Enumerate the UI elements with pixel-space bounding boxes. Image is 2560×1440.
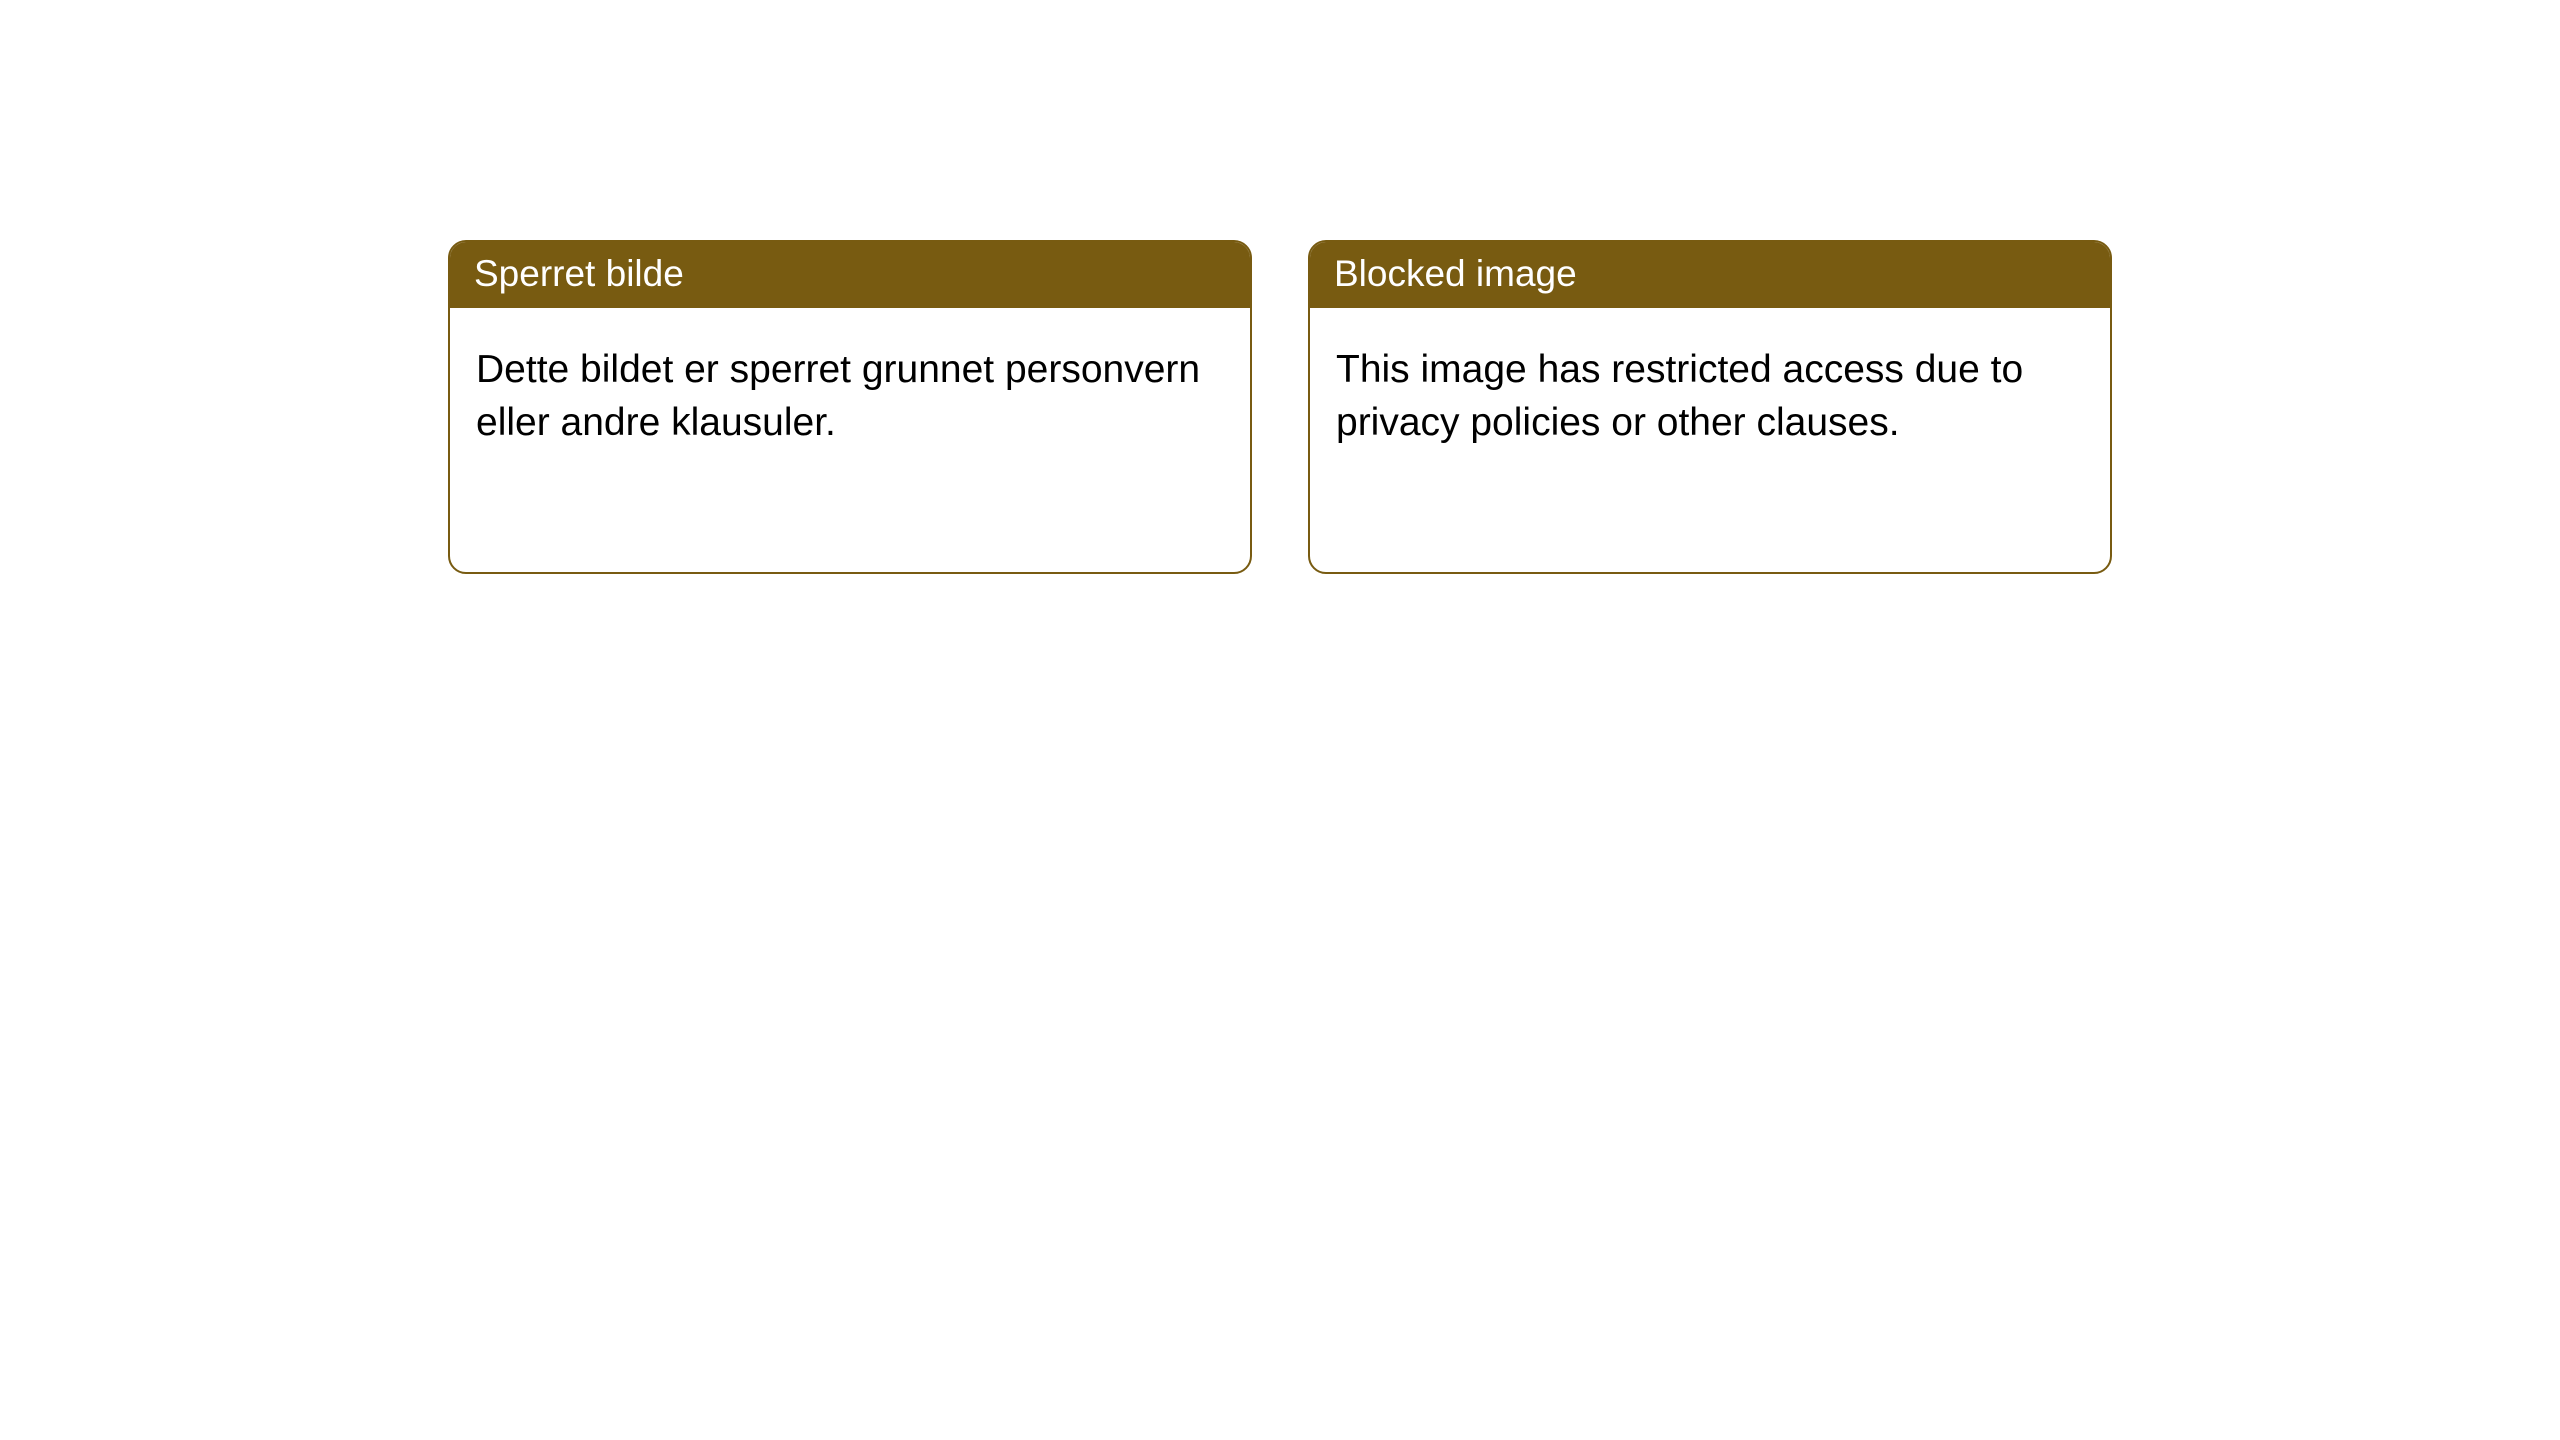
card-body-english: This image has restricted access due to …: [1310, 308, 2110, 475]
card-body-norwegian: Dette bildet er sperret grunnet personve…: [450, 308, 1250, 475]
blocked-image-card-english: Blocked image This image has restricted …: [1308, 240, 2112, 574]
card-header-norwegian: Sperret bilde: [450, 242, 1250, 308]
blocked-image-card-norwegian: Sperret bilde Dette bildet er sperret gr…: [448, 240, 1252, 574]
notice-container: Sperret bilde Dette bildet er sperret gr…: [0, 0, 2560, 574]
card-header-english: Blocked image: [1310, 242, 2110, 308]
